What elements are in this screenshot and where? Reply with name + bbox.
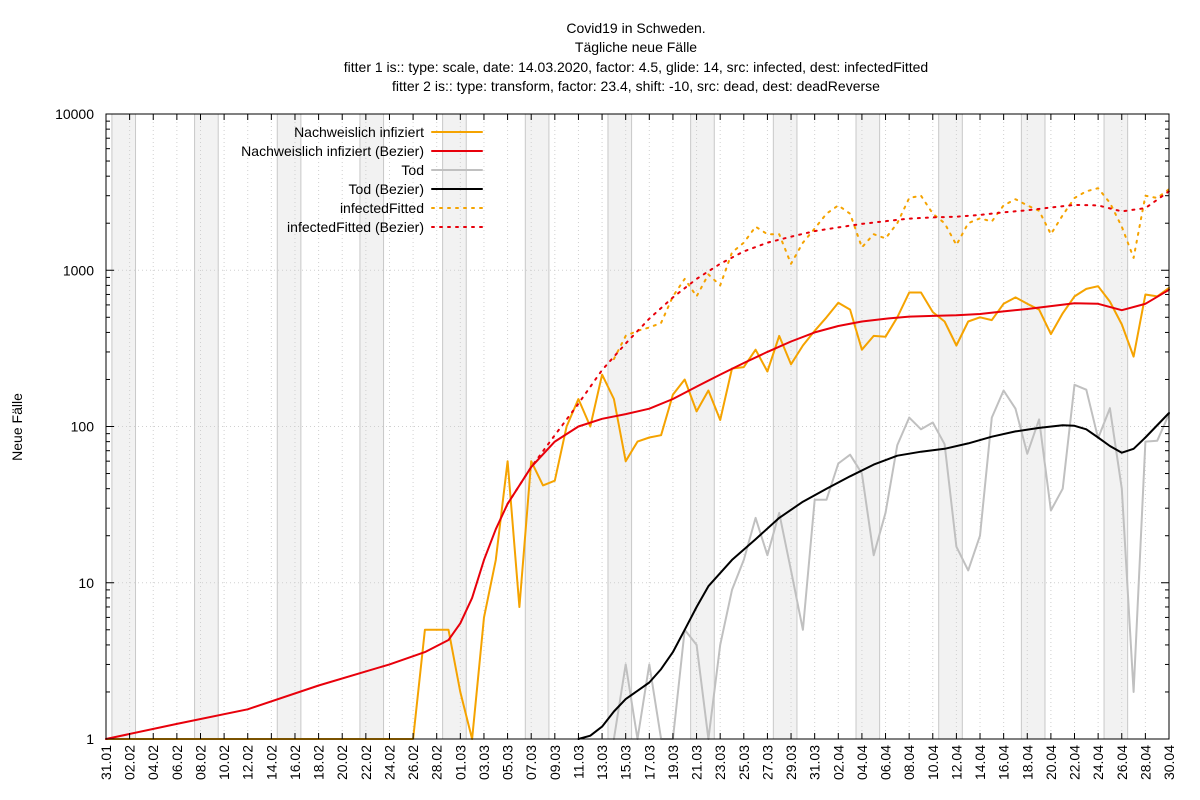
x-tick-label: 25.03: [736, 745, 752, 780]
weekend-band: [525, 114, 549, 739]
chart-title-line-3: fitter 1 is:: type: scale, date: 14.03.2…: [344, 59, 928, 75]
x-tick-label: 19.03: [665, 745, 681, 780]
x-tick-label: 28.02: [429, 745, 445, 780]
x-tick-label: 27.03: [759, 745, 775, 780]
x-tick-label: 09.03: [547, 745, 563, 780]
x-tick-label: 18.04: [1019, 745, 1035, 780]
weekend-band: [1104, 114, 1128, 739]
x-tick-label: 13.03: [594, 745, 610, 780]
x-tick-label: 10.04: [925, 745, 941, 780]
x-tick-label: 06.04: [878, 745, 894, 780]
x-tick-label: 12.02: [240, 745, 256, 780]
x-tick-label: 11.03: [570, 745, 586, 779]
x-tick-label: 29.03: [783, 745, 799, 780]
series-line-3: [612, 383, 1170, 740]
x-tick-label: 31.03: [807, 745, 823, 780]
x-tick-label: 20.04: [1043, 745, 1059, 780]
chart-title-line-1: Covid19 in Schweden.: [566, 20, 705, 36]
legend-label-2: Nachweislich infiziert (Bezier): [241, 143, 424, 159]
x-tick-label: 26.02: [405, 745, 421, 780]
x-tick-label: 05.03: [500, 745, 516, 780]
legend-label-5: infectedFitted: [340, 200, 424, 216]
x-tick-label: 17.03: [641, 745, 657, 780]
x-tick-label: 15.03: [618, 745, 634, 780]
weekend-band: [773, 114, 797, 739]
chart-title-line-2: Tägliche neue Fälle: [575, 39, 697, 55]
x-tick-label: 08.02: [192, 745, 208, 780]
series-line-2: [105, 288, 1170, 740]
x-tick-label: 02.04: [830, 745, 846, 780]
y-tick-label: 1: [86, 731, 94, 747]
x-tick-label: 14.04: [972, 745, 988, 780]
plot-frame: [105, 113, 1170, 740]
x-tick-label: 04.02: [145, 745, 161, 780]
x-tick-label: 16.02: [287, 745, 303, 780]
chart-title-block: Covid19 in Schweden. Tägliche neue Fälle…: [344, 20, 928, 94]
x-tick-label: 22.04: [1067, 745, 1083, 780]
weekend-band: [111, 114, 136, 739]
axes: 31.01 02.02 04.02 06.02 08.02 10.02 12.02 14.02…: [55, 106, 1177, 780]
legend: Nachweislich infiziert Nachweislich infiz…: [241, 124, 483, 235]
legend-label-4: Tod (Bezier): [349, 181, 424, 197]
weekend-band: [856, 114, 880, 739]
x-tick-label: 18.02: [311, 745, 327, 780]
x-tick-label: 20.02: [334, 745, 350, 780]
x-tick-label: 23.03: [712, 745, 728, 780]
series-line-4: [577, 412, 1170, 740]
x-tick-label: 24.04: [1090, 745, 1106, 780]
grid-lines: [106, 114, 1169, 739]
x-tick-label: 04.04: [854, 745, 870, 780]
x-tick-label: 08.04: [901, 745, 917, 780]
x-tick-label: 26.04: [1114, 745, 1130, 780]
x-tick-label: 28.04: [1137, 745, 1153, 780]
series-line-1: [105, 285, 1170, 740]
legend-label-3: Tod: [401, 162, 424, 178]
y-tick-label: 10: [78, 575, 94, 591]
x-tick-label: 01.03: [452, 745, 468, 780]
series-line-5: [612, 187, 1170, 361]
x-tick-label: 21.03: [689, 745, 705, 780]
x-tick-label: 03.03: [476, 745, 492, 780]
plot-lines: [105, 187, 1170, 740]
legend-label-6: infectedFitted (Bezier): [287, 219, 424, 235]
x-tick-label: 02.02: [122, 745, 138, 780]
weekend-band: [1021, 114, 1045, 739]
x-tick-label: 16.04: [996, 745, 1012, 780]
x-tick-label: 06.02: [169, 745, 185, 780]
x-tick-label: 12.04: [948, 745, 964, 780]
x-tick-label: 30.04: [1161, 745, 1177, 780]
weekend-band: [277, 114, 301, 739]
legend-label-1: Nachweislich infiziert: [294, 124, 424, 140]
x-tick-label: 31.01: [98, 745, 114, 780]
y-axis-label: Neue Fälle: [9, 393, 25, 461]
x-tick-label: 07.03: [523, 745, 539, 780]
y-tick-label: 10000: [55, 106, 94, 122]
x-tick-label: 22.02: [358, 745, 374, 780]
x-tick-label: 24.02: [381, 745, 397, 780]
x-tick-label: 14.02: [263, 745, 279, 780]
y-tick-label: 100: [71, 419, 95, 435]
y-tick-label: 1000: [63, 262, 94, 278]
series-line-6: [506, 190, 1170, 505]
x-tick-label: 10.02: [216, 745, 232, 780]
chart-title-line-4: fitter 2 is:: type: transform, factor: 2…: [392, 78, 880, 94]
